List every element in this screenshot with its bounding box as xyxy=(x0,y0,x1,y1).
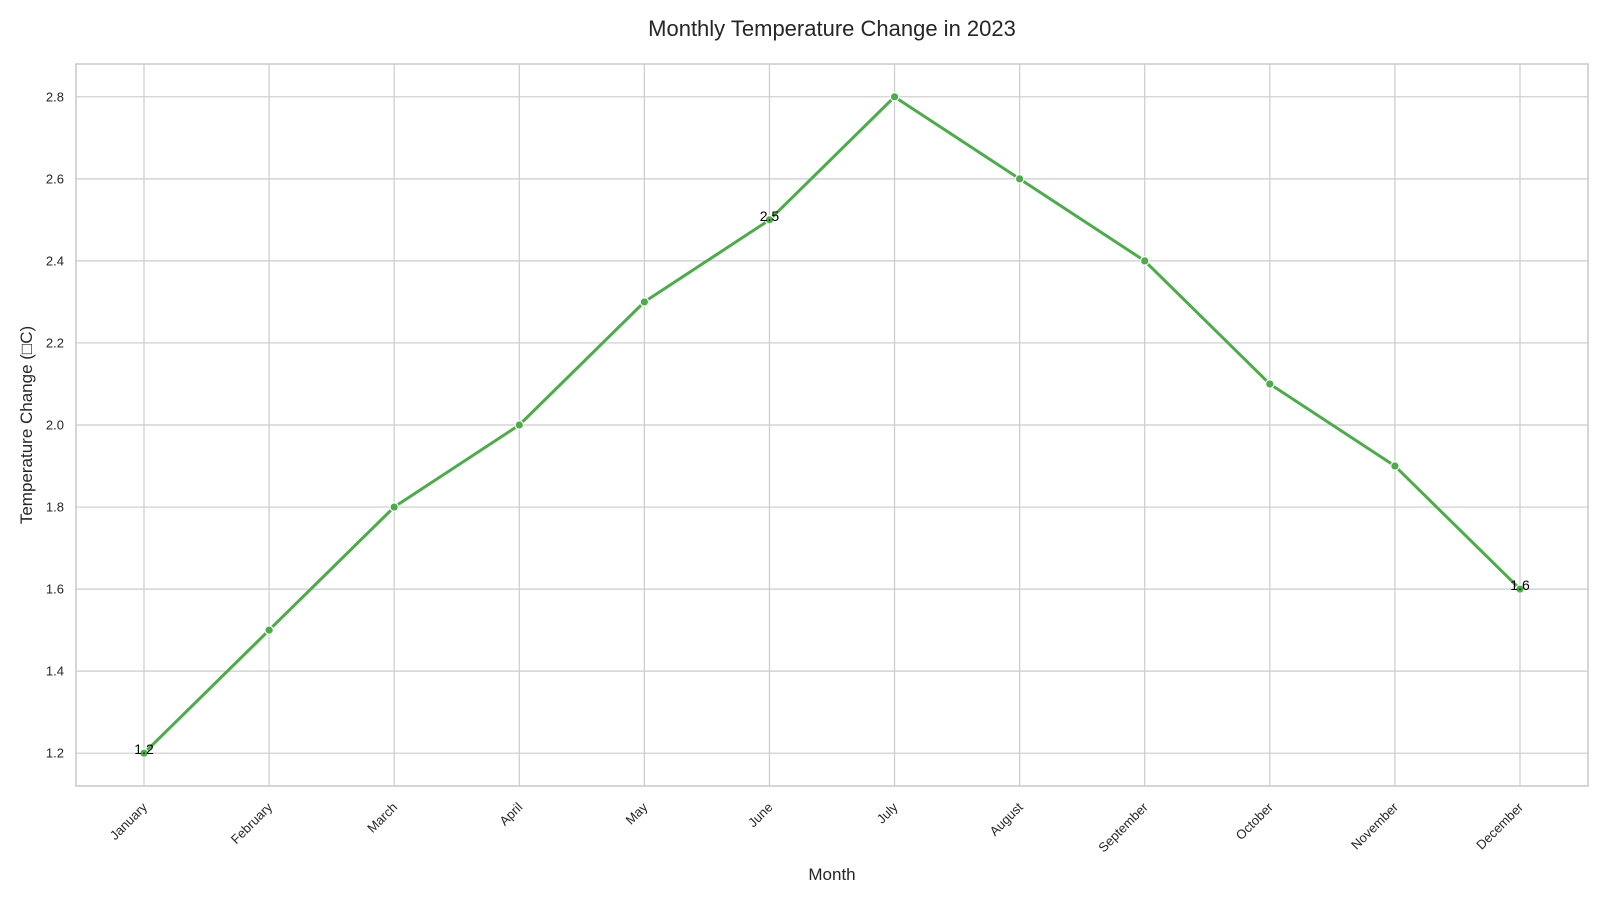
plot-frame xyxy=(75,63,1589,787)
x-tick-label: May xyxy=(623,799,651,827)
y-tick-label: 1.8 xyxy=(46,500,64,515)
data-label: 2.5 xyxy=(760,208,780,224)
x-tick-label: September xyxy=(1095,799,1151,855)
data-point xyxy=(1390,461,1400,471)
series-layer xyxy=(139,92,1525,758)
y-tick-label: 1.6 xyxy=(46,582,64,597)
data-point xyxy=(514,420,525,430)
x-axis-label: Month xyxy=(808,865,855,884)
data-label: 1.2 xyxy=(134,741,154,757)
y-tick-label: 2.0 xyxy=(46,418,64,433)
data-point xyxy=(389,502,399,512)
data-point xyxy=(1515,584,1525,594)
y-axis-label: Temperature Change (□C) xyxy=(17,326,36,524)
x-tick-label: December xyxy=(1473,799,1526,852)
x-tick-label: August xyxy=(987,799,1026,838)
series-line xyxy=(142,95,1522,755)
x-tick-label: October xyxy=(1233,799,1277,843)
y-tick-label: 2.4 xyxy=(46,253,64,268)
data-point xyxy=(764,215,775,225)
x-tick-label: February xyxy=(228,799,276,847)
grid-lines xyxy=(76,64,1588,786)
x-tick-label: November xyxy=(1348,799,1401,852)
y-axis-ticks: 1.2 1.4 1.6 1.8 2.0 2.2 2.4 2.6 2.8 xyxy=(46,89,64,760)
x-tick-label: June xyxy=(745,800,776,831)
chart-title: Monthly Temperature Change in 2023 xyxy=(648,16,1016,41)
data-point xyxy=(639,297,650,307)
data-point xyxy=(139,748,149,758)
data-label: 1.6 xyxy=(1510,577,1530,593)
y-tick-label: 1.4 xyxy=(46,664,64,679)
x-tick-label: July xyxy=(874,799,901,826)
data-point xyxy=(1265,379,1275,389)
x-tick-label: January xyxy=(107,799,151,843)
data-labels: 1.2 2.5 1.6 xyxy=(134,208,1530,757)
x-tick-label: March xyxy=(364,800,400,836)
x-tick-label: April xyxy=(496,799,525,828)
y-tick-label: 2.8 xyxy=(46,89,64,104)
y-tick-label: 2.2 xyxy=(46,335,64,350)
data-point xyxy=(889,92,900,102)
data-point xyxy=(1139,256,1150,266)
y-tick-label: 2.6 xyxy=(46,171,64,186)
data-point xyxy=(264,625,274,635)
y-tick-label: 1.2 xyxy=(46,746,64,761)
x-axis-ticks: January February March April May June July Augu… xyxy=(107,799,1527,855)
data-point xyxy=(1014,174,1025,184)
